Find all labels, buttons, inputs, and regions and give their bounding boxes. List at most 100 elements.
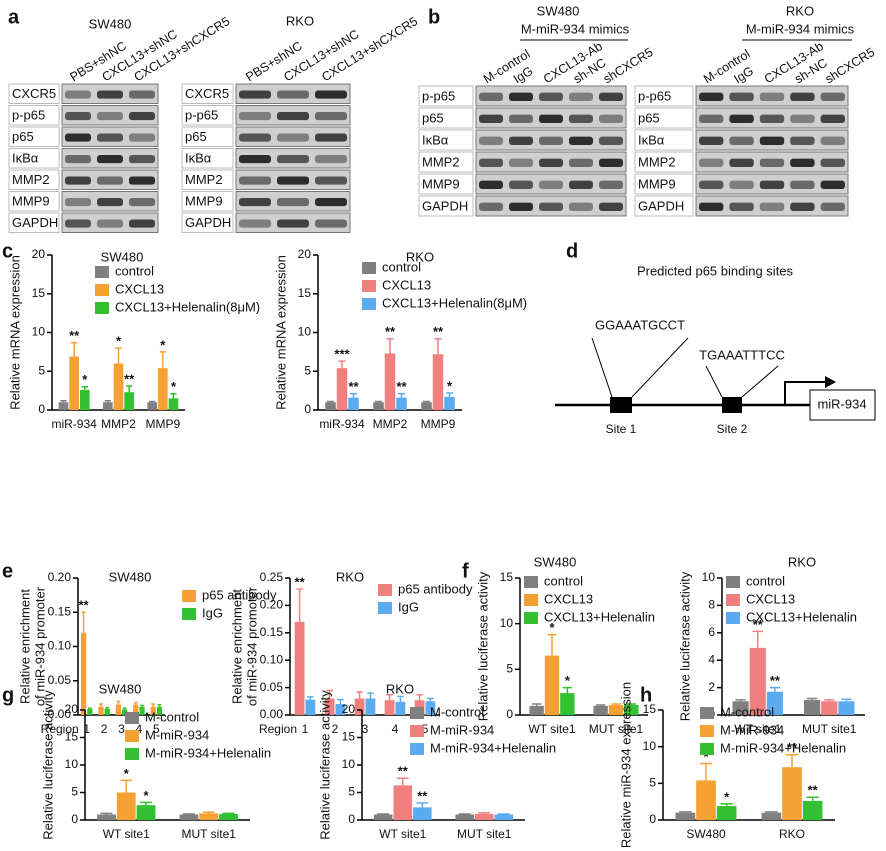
error-bar	[416, 693, 423, 701]
significance: **	[348, 379, 359, 394]
bar	[395, 701, 406, 715]
band	[479, 202, 503, 211]
band	[699, 92, 724, 101]
band	[239, 176, 271, 185]
error-bar	[841, 698, 852, 702]
error-bar	[327, 400, 334, 403]
legend-swatch	[700, 707, 714, 719]
label-box	[634, 151, 694, 173]
y-tick-label: 0	[348, 812, 355, 826]
bar	[749, 647, 766, 715]
legend-swatch	[524, 612, 538, 624]
band	[97, 133, 123, 142]
x-tick-label: SW480	[686, 827, 726, 841]
error-bar	[125, 385, 133, 393]
error-bar	[377, 813, 390, 815]
band	[277, 197, 309, 207]
legend-swatch	[410, 743, 424, 755]
error-bar	[446, 392, 453, 397]
error-bar	[87, 707, 92, 709]
y-tick-label: 5	[304, 363, 311, 377]
bar	[802, 800, 823, 820]
blot-strip	[235, 126, 351, 147]
band	[790, 202, 815, 211]
significance: **	[79, 598, 90, 613]
band	[820, 92, 845, 101]
band	[569, 114, 593, 123]
label-box	[181, 191, 234, 212]
band	[65, 133, 91, 142]
y-tick-label: 0.25	[260, 570, 284, 584]
y-tick-label: 4	[708, 652, 715, 666]
x-tick-label: 3	[118, 722, 125, 736]
x-tick-label: miR-934	[319, 417, 365, 431]
band	[699, 180, 724, 189]
site-box	[722, 397, 742, 413]
x-tick-label: MUT site1	[802, 722, 857, 736]
significance: **	[787, 740, 798, 755]
connector	[705, 365, 723, 398]
band	[569, 180, 593, 189]
legend-label: M-miR-934+Helenalin	[720, 740, 846, 755]
y-tick-label: 10	[65, 757, 79, 771]
band	[129, 219, 155, 228]
bar	[122, 709, 128, 715]
y-tick-label: 10	[643, 739, 657, 753]
band	[315, 90, 347, 99]
error-bar	[423, 400, 430, 403]
band	[509, 114, 533, 123]
band	[729, 202, 754, 211]
panel-label: c	[2, 240, 13, 262]
x-tick-label: miR-934	[51, 417, 97, 431]
legend-swatch	[362, 280, 376, 292]
legend-label: M-miR-934	[430, 722, 494, 737]
chart-title: SW480	[534, 554, 577, 569]
y-tick-label: 15	[65, 730, 79, 744]
error-bar	[140, 801, 152, 806]
bar	[696, 780, 716, 820]
error-bar	[478, 812, 491, 814]
band	[820, 158, 845, 167]
legend-label: M-control	[720, 704, 774, 719]
legend-label: M-control	[430, 704, 484, 719]
band	[729, 114, 754, 123]
bar	[624, 704, 639, 715]
legend-swatch	[410, 707, 424, 719]
band	[239, 219, 271, 228]
band	[479, 180, 503, 189]
bar	[179, 814, 199, 820]
band	[569, 158, 593, 167]
legend-swatch	[726, 612, 740, 624]
error-bar	[183, 813, 195, 815]
row-label: IκBα	[422, 132, 449, 147]
chart-title: SW480	[109, 569, 152, 584]
significance: **	[433, 324, 444, 339]
row-label: CXCR5	[185, 86, 229, 101]
band	[277, 176, 309, 185]
y-axis-label: Relative mRNA expression	[273, 255, 288, 410]
error-bar	[104, 399, 112, 403]
legend-label: CXCL13+Helenalin	[544, 609, 655, 624]
band	[239, 111, 271, 121]
error-bar	[337, 698, 344, 705]
blot-title: RKO	[286, 13, 314, 28]
y-tick-label: 10	[342, 757, 356, 771]
bar	[838, 701, 855, 715]
band	[97, 197, 123, 207]
significance: **	[69, 328, 80, 343]
label-box	[8, 169, 60, 190]
band	[479, 114, 503, 123]
bar	[158, 368, 168, 410]
x-tick-label: MMP2	[101, 417, 136, 431]
error-bar	[547, 633, 557, 656]
band	[129, 133, 155, 142]
band	[599, 92, 623, 101]
error-bar	[157, 703, 162, 707]
y-tick-label: 20	[342, 702, 356, 716]
y-axis-label: Relative miR-934 expression	[618, 682, 633, 848]
x-tick-label: WT site1	[103, 827, 150, 841]
error-bar	[326, 689, 333, 699]
row-label: GAPDH	[185, 215, 231, 230]
bar	[494, 814, 514, 820]
bar	[393, 785, 413, 820]
